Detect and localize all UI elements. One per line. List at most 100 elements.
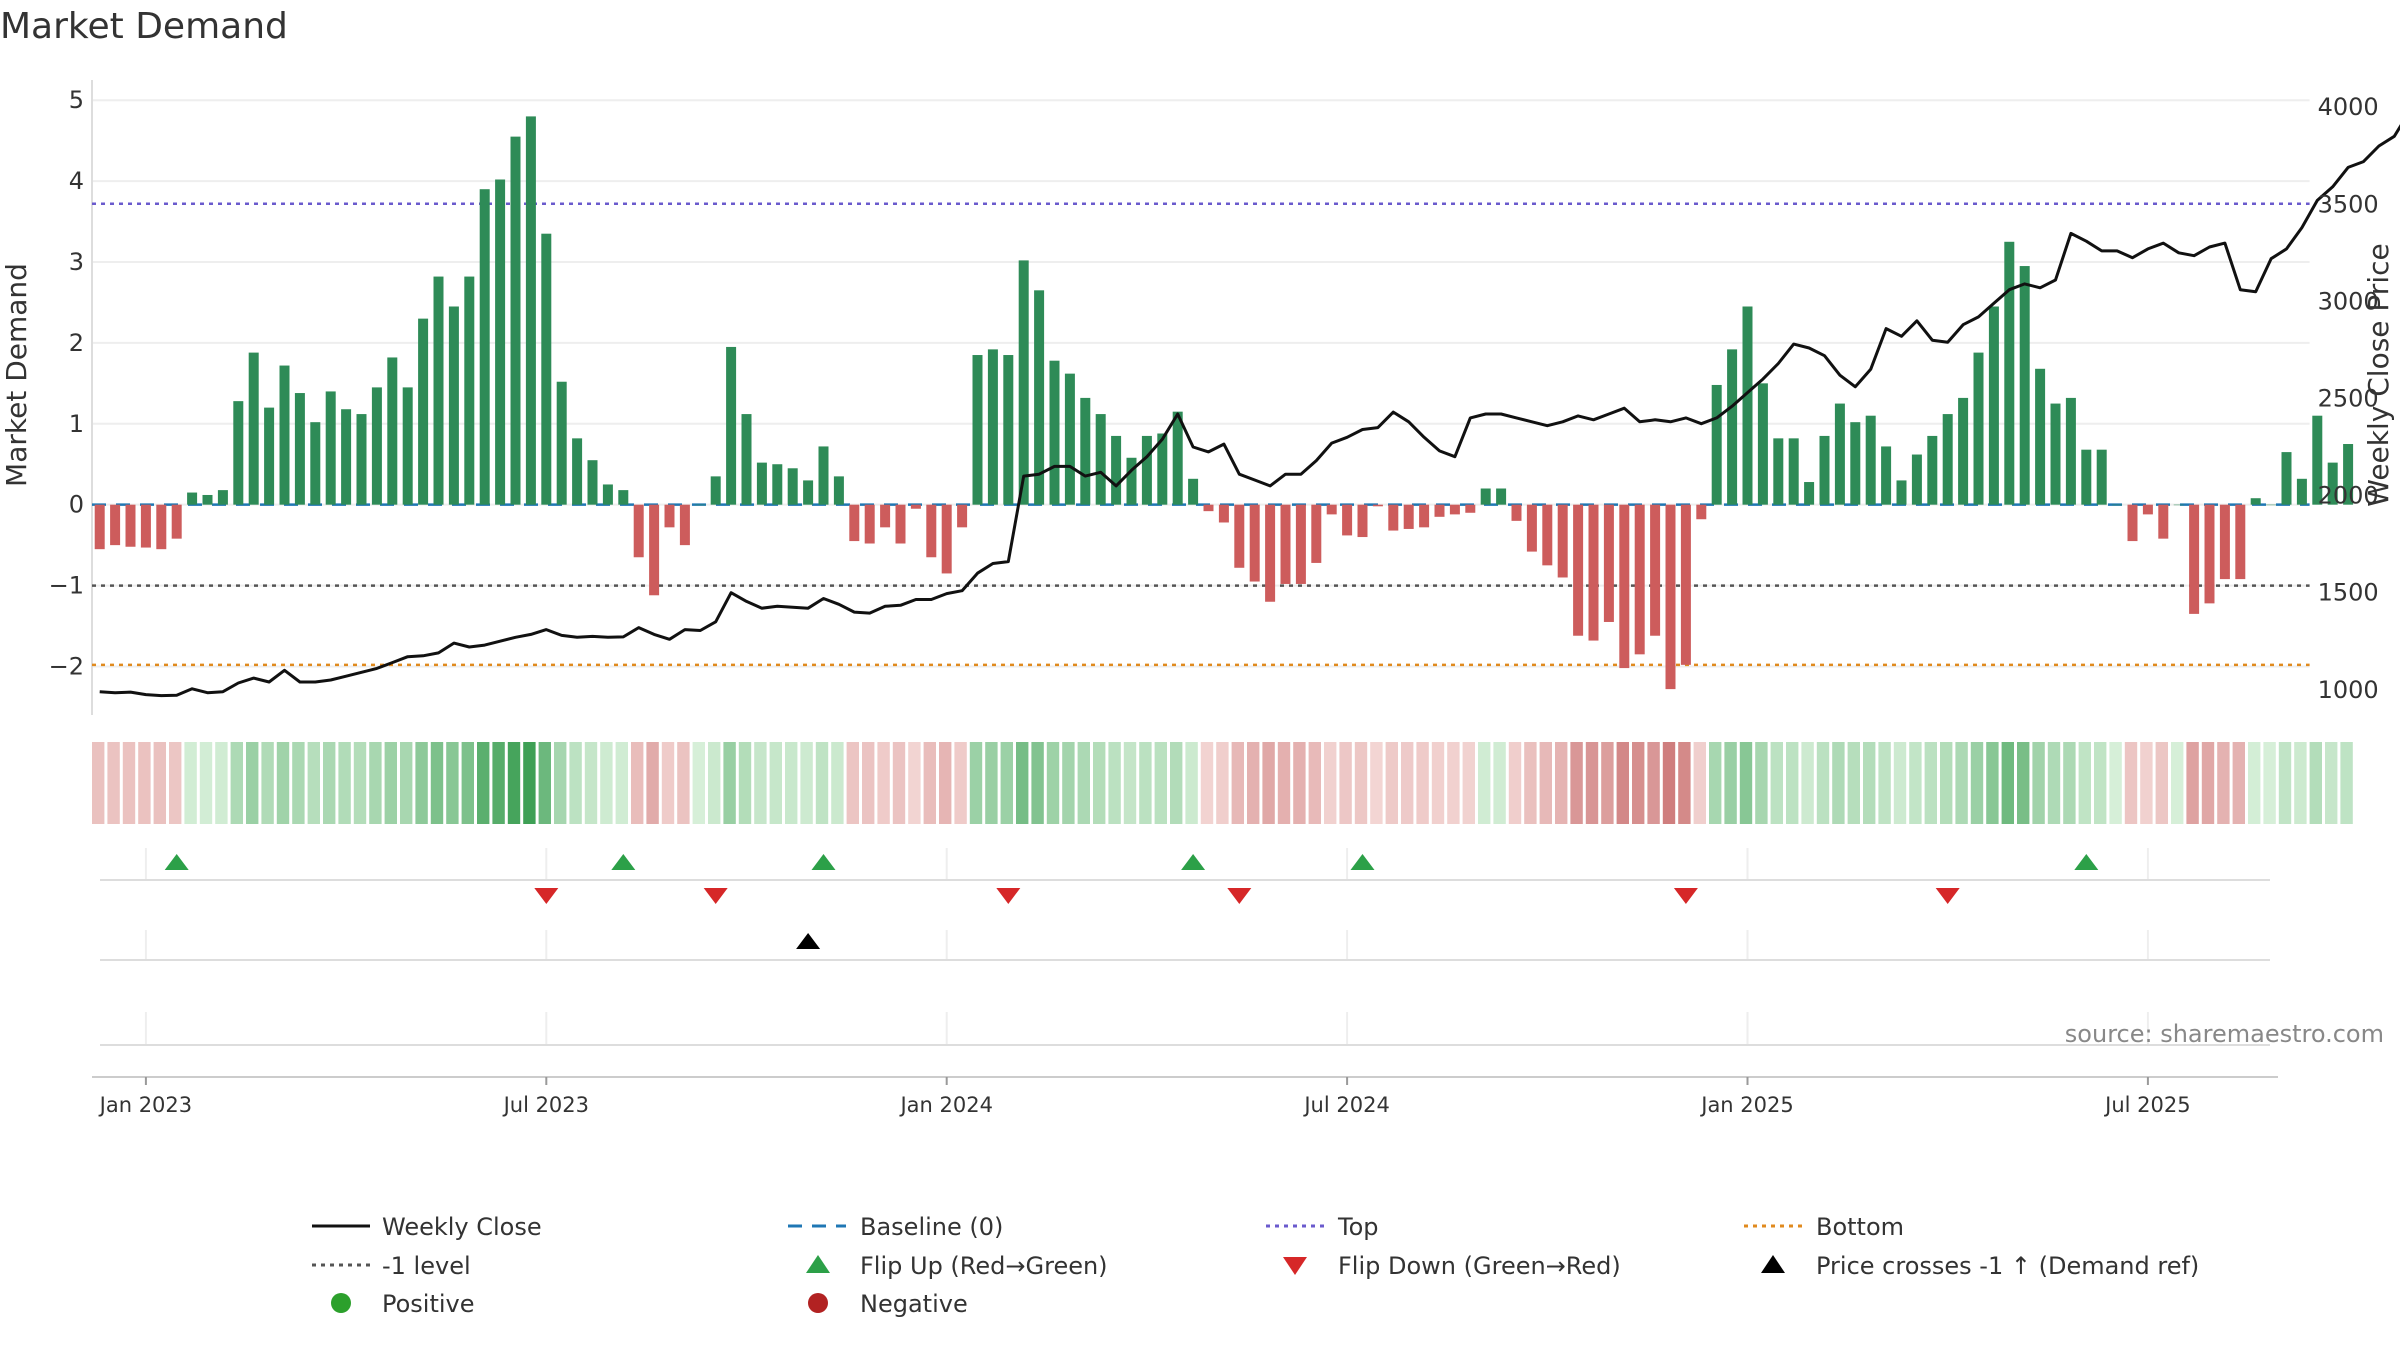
strip-cell — [723, 742, 736, 824]
strip-cell — [138, 742, 151, 824]
strip-cell — [2047, 742, 2061, 824]
strip-cell — [2217, 742, 2230, 824]
x-tick-label-0: Jan 2023 — [98, 1093, 193, 1117]
demand-bar — [1650, 504, 1661, 636]
strip-cell — [1277, 742, 1291, 824]
strip-cell — [1801, 742, 1814, 824]
strip-cell — [1508, 742, 1522, 824]
legend-item-weekly-close: Weekly Close — [312, 1213, 542, 1241]
demand-bar — [94, 504, 105, 550]
right-tick-label-1: 1500 — [2318, 579, 2379, 607]
strip-cell — [1986, 742, 1999, 824]
legend-swatch-negative — [808, 1293, 828, 1313]
strip-cell — [246, 742, 259, 824]
strip-cell — [692, 742, 705, 824]
left-tick-label-7: 5 — [69, 86, 84, 114]
demand-bar — [479, 189, 490, 505]
demand-bar — [2235, 504, 2246, 580]
strip-cell — [754, 742, 767, 824]
strip-cell — [554, 742, 567, 824]
strip-cell — [923, 742, 936, 824]
demand-bar — [1218, 504, 1229, 523]
demand-bar — [1496, 488, 1507, 505]
strip-cell — [2201, 742, 2215, 824]
demand-bar — [217, 490, 228, 505]
strip-cell — [461, 742, 474, 824]
strip-cell — [1046, 742, 1060, 824]
flip-up-marker — [164, 854, 189, 870]
strip-cell — [1093, 742, 1106, 824]
demand-bar — [741, 414, 752, 505]
left-tick-label-2: 0 — [69, 491, 84, 519]
strip-cell — [677, 742, 690, 824]
legend-swatch-flip-up — [806, 1255, 830, 1273]
strip-cell — [1062, 742, 1075, 824]
demand-bar — [1588, 504, 1599, 641]
strip-cell — [1339, 742, 1352, 824]
left-tick-label-4: 2 — [69, 329, 84, 357]
strip-cell — [1077, 742, 1090, 824]
strip-cell — [446, 742, 459, 824]
x-tick-label-4: Jan 2025 — [1699, 1093, 1794, 1117]
strip-cell — [1616, 742, 1629, 824]
strip-cell — [2109, 742, 2122, 824]
strip-cell — [2140, 742, 2153, 824]
demand-bar — [1619, 504, 1630, 669]
left-tick-label-5: 3 — [69, 248, 84, 276]
demand-bar — [833, 476, 844, 505]
demand-bar — [310, 422, 321, 505]
demand-bar — [1080, 397, 1091, 505]
strip-cell — [1401, 742, 1414, 824]
demand-bar — [957, 504, 968, 528]
strip-cell — [2186, 742, 2199, 824]
demand-bar — [2327, 462, 2338, 505]
left-axis-label: Market Demand — [0, 263, 33, 487]
demand-bar — [1834, 403, 1845, 505]
strip-cell — [1539, 742, 1552, 824]
strip-cell — [1724, 742, 1737, 824]
demand-bar — [2296, 478, 2307, 505]
strip-cell — [2232, 742, 2245, 824]
demand-bar — [1095, 414, 1106, 505]
demand-bar — [2096, 449, 2107, 505]
legend-item-positive: Positive — [331, 1290, 475, 1318]
strip-cell — [831, 742, 844, 824]
strip-cell — [1447, 742, 1460, 824]
flip-down-marker — [1673, 888, 1698, 904]
right-tick-label-6: 4000 — [2318, 93, 2379, 121]
legend-item-top: Top — [1266, 1213, 1379, 1241]
strip-cell — [2263, 742, 2276, 824]
strip-cell — [415, 742, 428, 824]
demand-bar — [2158, 504, 2169, 539]
demand-bar — [125, 504, 136, 547]
legend-label-minus1: -1 level — [382, 1252, 471, 1280]
demand-bar — [1157, 433, 1168, 505]
demand-bar — [1326, 504, 1337, 515]
demand-bar — [926, 504, 937, 558]
event-markers — [100, 848, 2270, 1046]
demand-bar — [2019, 266, 2030, 505]
demand-bar — [110, 504, 121, 546]
strip-cell — [954, 742, 967, 824]
legend-label-price-cross: Price crosses -1 ↑ (Demand ref) — [1816, 1252, 2199, 1280]
demand-bar — [572, 438, 583, 505]
demand-bar — [1680, 504, 1691, 665]
demand-bar — [772, 464, 783, 505]
strip-cell — [985, 742, 998, 824]
strip-cell — [1216, 742, 1229, 824]
flip-down-marker — [996, 888, 1021, 904]
legend-label-baseline: Baseline (0) — [860, 1213, 1003, 1241]
demand-bar — [325, 391, 336, 505]
demand-bar — [1850, 422, 1861, 505]
flip-up-marker — [811, 854, 836, 870]
demand-bar — [2050, 403, 2061, 505]
chart-title: Market Demand — [0, 6, 288, 47]
source-note: source: sharemaestro.com — [2065, 1020, 2384, 1048]
strip-cell — [2094, 742, 2107, 824]
demand-bar — [1034, 290, 1045, 505]
strip-cell — [1200, 742, 1214, 824]
demand-bar — [1419, 504, 1430, 528]
demand-bar — [1973, 352, 1984, 505]
x-axis-ticks: Jan 2023 Jul 2023 Jan 2024 Jul 2024 Jan 2025… — [98, 1077, 2191, 1117]
